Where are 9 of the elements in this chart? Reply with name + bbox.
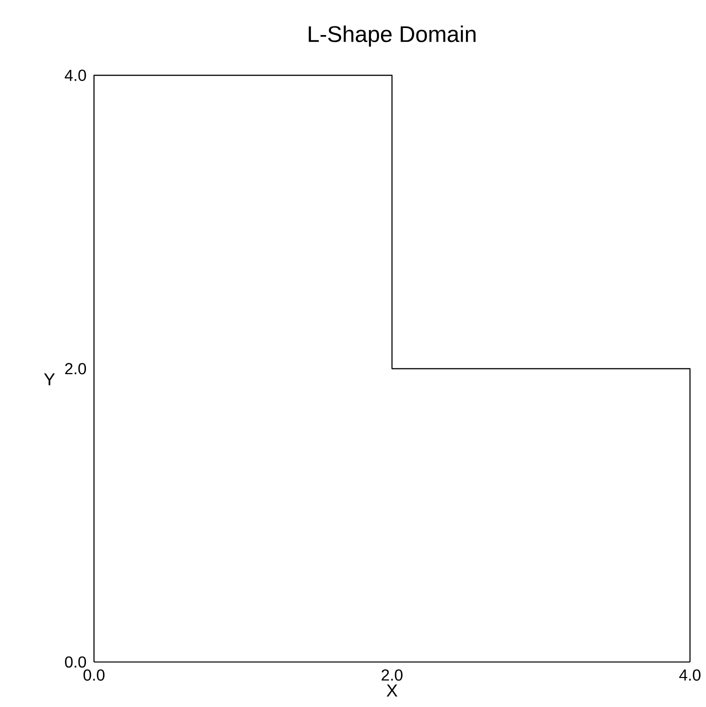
chart-title: L-Shape Domain	[308, 26, 476, 47]
y-tick-label: 4.0	[64, 70, 86, 81]
x-tick-label: 4.0	[679, 669, 700, 681]
y-tick-label: 2.0	[65, 363, 86, 374]
x-tick-label: 2.0	[382, 669, 402, 681]
x-tick-label: 0.0	[84, 669, 104, 681]
y-tick-label: 0.0	[65, 656, 86, 668]
x-axis-title: X	[386, 684, 398, 696]
y-axis-title: Y	[44, 373, 55, 386]
